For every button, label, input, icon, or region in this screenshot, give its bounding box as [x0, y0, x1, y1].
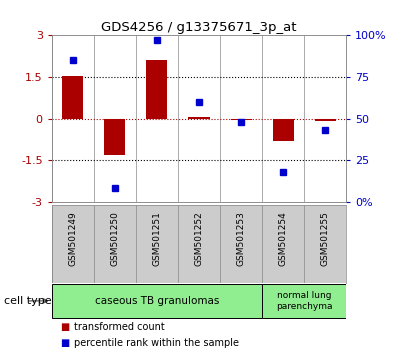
Bar [230, 119, 252, 120]
Title: GDS4256 / g13375671_3p_at: GDS4256 / g13375671_3p_at [101, 21, 297, 34]
Bar [273, 119, 294, 141]
Text: GSM501254: GSM501254 [279, 212, 288, 266]
Text: caseous TB granulomas: caseous TB granulomas [95, 296, 219, 306]
Bar [62, 76, 83, 119]
Text: GSM501249: GSM501249 [68, 212, 77, 266]
Text: ■: ■ [60, 322, 69, 332]
Text: cell type: cell type [4, 296, 52, 306]
Text: GSM501250: GSM501250 [110, 212, 119, 267]
Text: GSM501255: GSM501255 [321, 212, 330, 267]
Bar [146, 60, 168, 119]
Text: percentile rank within the sample: percentile rank within the sample [74, 338, 239, 348]
Text: normal lung
parenchyma: normal lung parenchyma [276, 291, 332, 310]
Text: GSM501253: GSM501253 [236, 212, 246, 267]
Bar [315, 119, 336, 121]
Text: GSM501252: GSM501252 [195, 212, 203, 266]
Bar [104, 119, 125, 155]
Bar [262, 284, 346, 318]
Text: GSM501251: GSM501251 [152, 212, 162, 267]
Bar [52, 284, 262, 318]
Text: ■: ■ [60, 338, 69, 348]
Text: transformed count: transformed count [74, 322, 164, 332]
Bar [189, 117, 209, 119]
